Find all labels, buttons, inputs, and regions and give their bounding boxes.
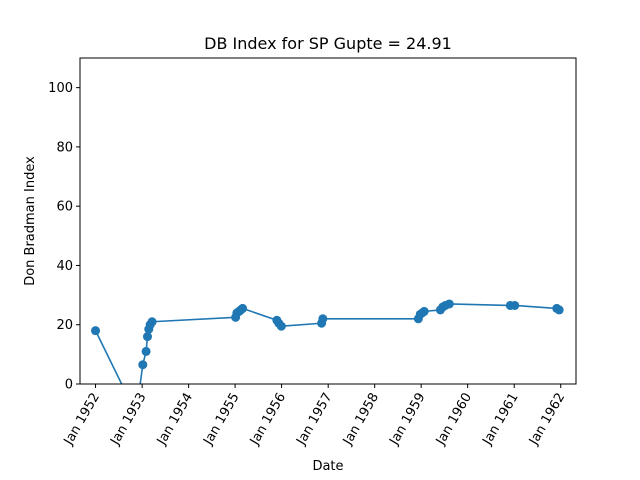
x-tick-label: Jan 1954 [154,391,196,449]
chart-title: DB Index for SP Gupte = 24.91 [204,34,452,53]
plot-area [79,57,577,385]
x-tick-label: Jan 1962 [526,391,568,449]
x-tick-label: Jan 1958 [340,391,382,449]
x-tick-label: Jan 1953 [107,391,149,449]
x-tick-label: Jan 1952 [61,391,103,449]
x-tick-label: Jan 1956 [247,391,289,449]
y-axis-label: Don Bradman Index [23,156,38,286]
data-point [91,326,101,336]
data-point [510,300,520,310]
y-tick-label: 60 [56,200,73,215]
data-point [554,305,564,315]
data-point [138,360,148,370]
series-points-layer [91,299,564,370]
data-point [141,346,151,356]
x-axis: Jan 1952 Jan 1953 Jan 1954 Jan 1955 Jan 1956… [61,384,568,448]
y-tick-label: 100 [48,81,73,96]
data-point [147,317,157,327]
y-tick-label: 20 [56,318,73,333]
x-tick-label: Jan 1960 [433,391,475,449]
data-point [318,314,328,324]
x-axis-label: Date [312,459,343,474]
x-tick-label: Jan 1955 [200,391,242,449]
x-tick-label: Jan 1957 [294,391,336,449]
y-tick-label: 0 [65,378,73,393]
y-tick-label: 40 [56,259,73,274]
data-point [142,332,152,342]
y-tick-label: 80 [56,140,73,155]
data-point [238,303,248,313]
y-axis: 0 20 40 60 80 100 [48,81,80,393]
data-point [419,306,429,316]
data-point [444,299,454,309]
x-tick-label: Jan 1961 [480,391,522,449]
data-point [276,321,286,331]
plot-frame [79,57,577,385]
x-tick-label: Jan 1959 [386,391,428,449]
